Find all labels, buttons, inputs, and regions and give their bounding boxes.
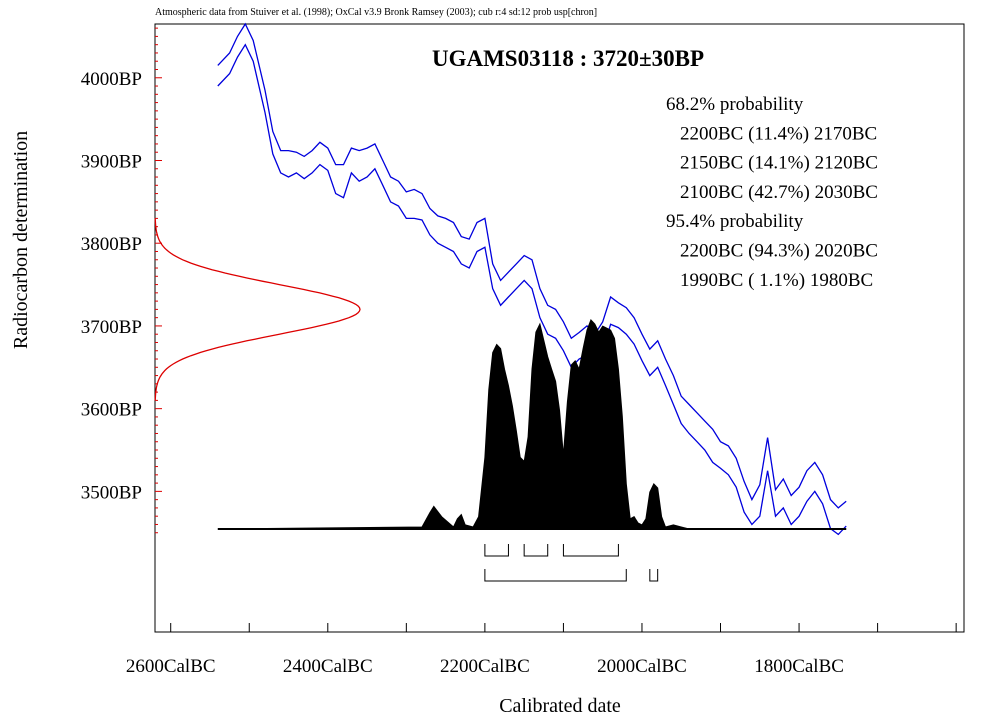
- range-bar-95: [649, 569, 659, 582]
- annotation-line: 68.2% probability: [666, 94, 804, 115]
- y-tick-label: 4000BP: [81, 69, 142, 90]
- annotation-line: 2200BC (94.3%) 2020BC: [680, 241, 878, 262]
- header-note: Atmospheric data from Stuiver et al. (19…: [155, 7, 597, 18]
- y-tick-label: 3900BP: [81, 151, 142, 172]
- annotation-line: 2200BC (11.4%) 2170BC: [680, 123, 877, 144]
- y-tick-label: 3500BP: [81, 482, 142, 503]
- range-bar-68: [523, 544, 549, 557]
- calibration-curve: [217, 22, 847, 536]
- x-tick-label: 1800CalBC: [754, 656, 844, 677]
- annotation-line: 2100BC (42.7%) 2030BC: [680, 182, 878, 203]
- y-tick-label: 3800BP: [81, 234, 142, 255]
- x-tick-label: 2400CalBC: [283, 656, 373, 677]
- y-axis: 4000BP 3900BP 3800BP 3700BP 3600BP 3500BP: [81, 69, 142, 504]
- x-tick-label: 2000CalBC: [597, 656, 687, 677]
- probability-annotations: 68.2% probability 2200BC (11.4%) 2170BC 21…: [666, 94, 878, 291]
- annotation-line: 95.4% probability: [666, 211, 804, 232]
- calibrated-distribution: [217, 318, 847, 530]
- x-tick-label: 2600CalBC: [126, 656, 216, 677]
- calibration-curve-lower: [217, 43, 847, 536]
- annotation-line: 2150BC (14.1%) 2120BC: [680, 153, 878, 174]
- y-tick-label: 3700BP: [81, 317, 142, 338]
- radiocarbon-measurement: [154, 27, 361, 534]
- probability-range-bars: [484, 544, 659, 582]
- range-bar-95: [484, 569, 627, 582]
- plot-frame: [154, 23, 965, 633]
- annotation-line: 1990BC ( 1.1%) 1980BC: [680, 270, 873, 291]
- range-bar-68: [484, 544, 509, 557]
- range-bar-68: [562, 544, 619, 557]
- distribution-area: [217, 318, 847, 530]
- x-tick-label: 2200CalBC: [440, 656, 530, 677]
- y-axis-title: Radiocarbon determination: [10, 131, 32, 349]
- x-axis-title: Calibrated date: [499, 695, 621, 717]
- calibration-curve-upper: [217, 22, 847, 509]
- y-tick-label: 3600BP: [81, 400, 142, 421]
- radiocarbon-measurement-curve: [154, 218, 361, 401]
- x-axis: 2600CalBC 2400CalBC 2200CalBC 2000CalBC 1800…: [126, 623, 957, 677]
- chart-title: UGAMS03118 : 3720±30BP: [432, 46, 704, 71]
